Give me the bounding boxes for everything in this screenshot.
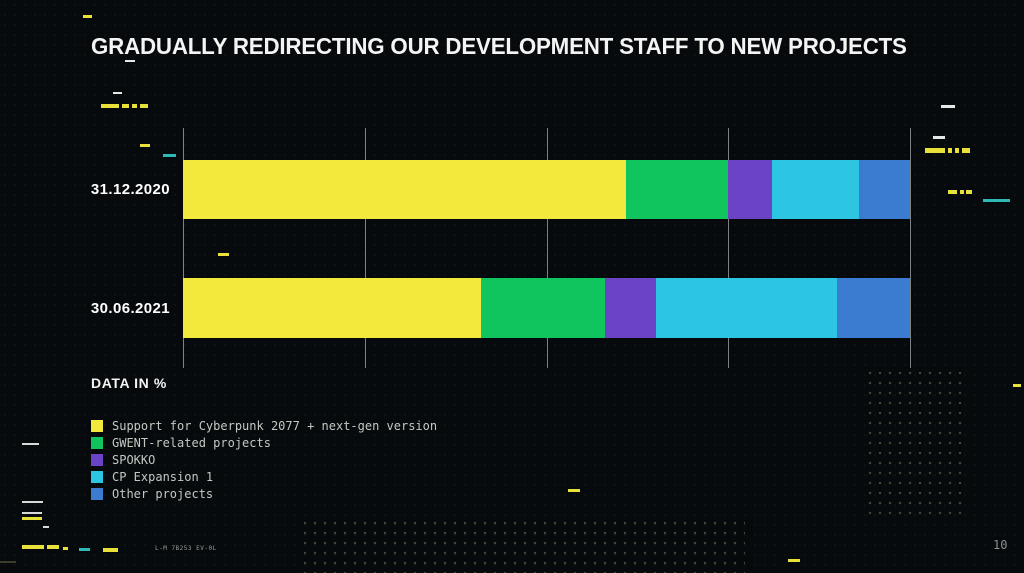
glitch-dash	[788, 559, 800, 562]
glitch-dash	[63, 547, 68, 550]
legend-item: Other projects	[91, 485, 437, 502]
slide-title: GRADUALLY REDIRECTING OUR DEVELOPMENT ST…	[91, 33, 907, 59]
glitch-code-text: L-M 7B253 EV-0L	[155, 545, 217, 552]
gridline-100pct	[910, 128, 911, 368]
glitch-dash	[962, 148, 970, 153]
glitch-dash	[122, 104, 129, 108]
glitch-dash	[22, 501, 43, 503]
glitch-dash	[960, 190, 964, 194]
legend-swatch	[91, 436, 103, 449]
glitch-dash	[132, 104, 137, 108]
glitch-dash	[47, 545, 59, 549]
chart-legend: DATA IN % Support for Cyberpunk 2077 + n…	[91, 375, 437, 502]
legend-item: Support for Cyberpunk 2077 + next-gen ve…	[91, 417, 437, 434]
legend-title: DATA IN %	[91, 375, 167, 391]
glitch-dash	[22, 443, 39, 445]
glitch-dash	[948, 148, 952, 153]
gridline-0pct	[183, 128, 184, 368]
legend-swatch	[91, 487, 103, 500]
glitch-dash	[113, 92, 122, 94]
bar-segment	[771, 160, 860, 219]
legend-item: GWENT-related projects	[91, 434, 437, 451]
glitch-dash	[568, 489, 580, 492]
glitch-dash	[22, 512, 42, 514]
row-label: 31.12.2020	[90, 181, 170, 198]
glitch-dash	[941, 105, 955, 108]
glitch-dash	[43, 526, 49, 528]
bar-segment	[183, 278, 482, 338]
legend-label: Support for Cyberpunk 2077 + next-gen ve…	[112, 418, 438, 433]
glitch-dash	[22, 517, 42, 520]
legend-label: GWENT-related projects	[112, 435, 271, 450]
bar-segment	[481, 278, 605, 338]
glitch-dash	[83, 15, 92, 18]
glitch-dash	[948, 190, 957, 194]
legend-label: SPOKKO	[112, 452, 156, 467]
glitch-dash	[125, 60, 135, 62]
glitch-dash	[79, 548, 90, 551]
bar-segment	[626, 160, 729, 219]
glitch-dash	[966, 190, 972, 194]
bar-segment	[859, 160, 910, 219]
glitch-dash	[140, 144, 150, 147]
glitch-dash	[0, 561, 16, 563]
gridline-25pct	[364, 128, 366, 368]
chart-row-1: 31.12.2020	[0, 160, 1024, 219]
dot-texture-bottom	[300, 518, 745, 573]
bar-segment	[728, 160, 772, 219]
legend-swatch	[91, 419, 103, 432]
legend-swatch	[91, 453, 103, 466]
row-label: 30.06.2021	[90, 299, 170, 317]
glitch-dash	[101, 104, 119, 108]
stacked-bar	[183, 278, 910, 338]
chart-row-2: 30.06.2021	[0, 278, 1024, 338]
glitch-dash	[983, 199, 1010, 202]
glitch-dash	[140, 104, 148, 108]
legend-label: Other projects	[112, 486, 214, 501]
legend-item: SPOKKO	[91, 451, 437, 468]
dot-texture-right	[865, 368, 965, 520]
stacked-bar	[183, 160, 910, 219]
glitch-dash	[103, 548, 118, 552]
legend-swatch	[91, 470, 103, 483]
glitch-dash	[955, 148, 959, 153]
glitch-dash	[1013, 384, 1021, 387]
page-number: 10	[993, 538, 1008, 552]
bar-segment	[837, 278, 910, 338]
glitch-dash	[163, 154, 176, 157]
legend-label: CP Expansion 1	[112, 469, 214, 484]
gridline-75pct	[728, 128, 730, 368]
bar-segment	[655, 278, 838, 338]
glitch-dash	[22, 545, 44, 549]
staff-allocation-chart: 31.12.2020 30.06.2021	[0, 128, 1024, 368]
bar-segment	[183, 160, 627, 219]
legend-item: CP Expansion 1	[91, 468, 437, 485]
glitch-dash	[218, 253, 229, 256]
legend-items: Support for Cyberpunk 2077 + next-gen ve…	[91, 417, 437, 502]
glitch-dash	[933, 136, 945, 139]
bar-segment	[604, 278, 656, 338]
glitch-dash	[925, 148, 945, 153]
gridline-50pct	[546, 128, 548, 368]
